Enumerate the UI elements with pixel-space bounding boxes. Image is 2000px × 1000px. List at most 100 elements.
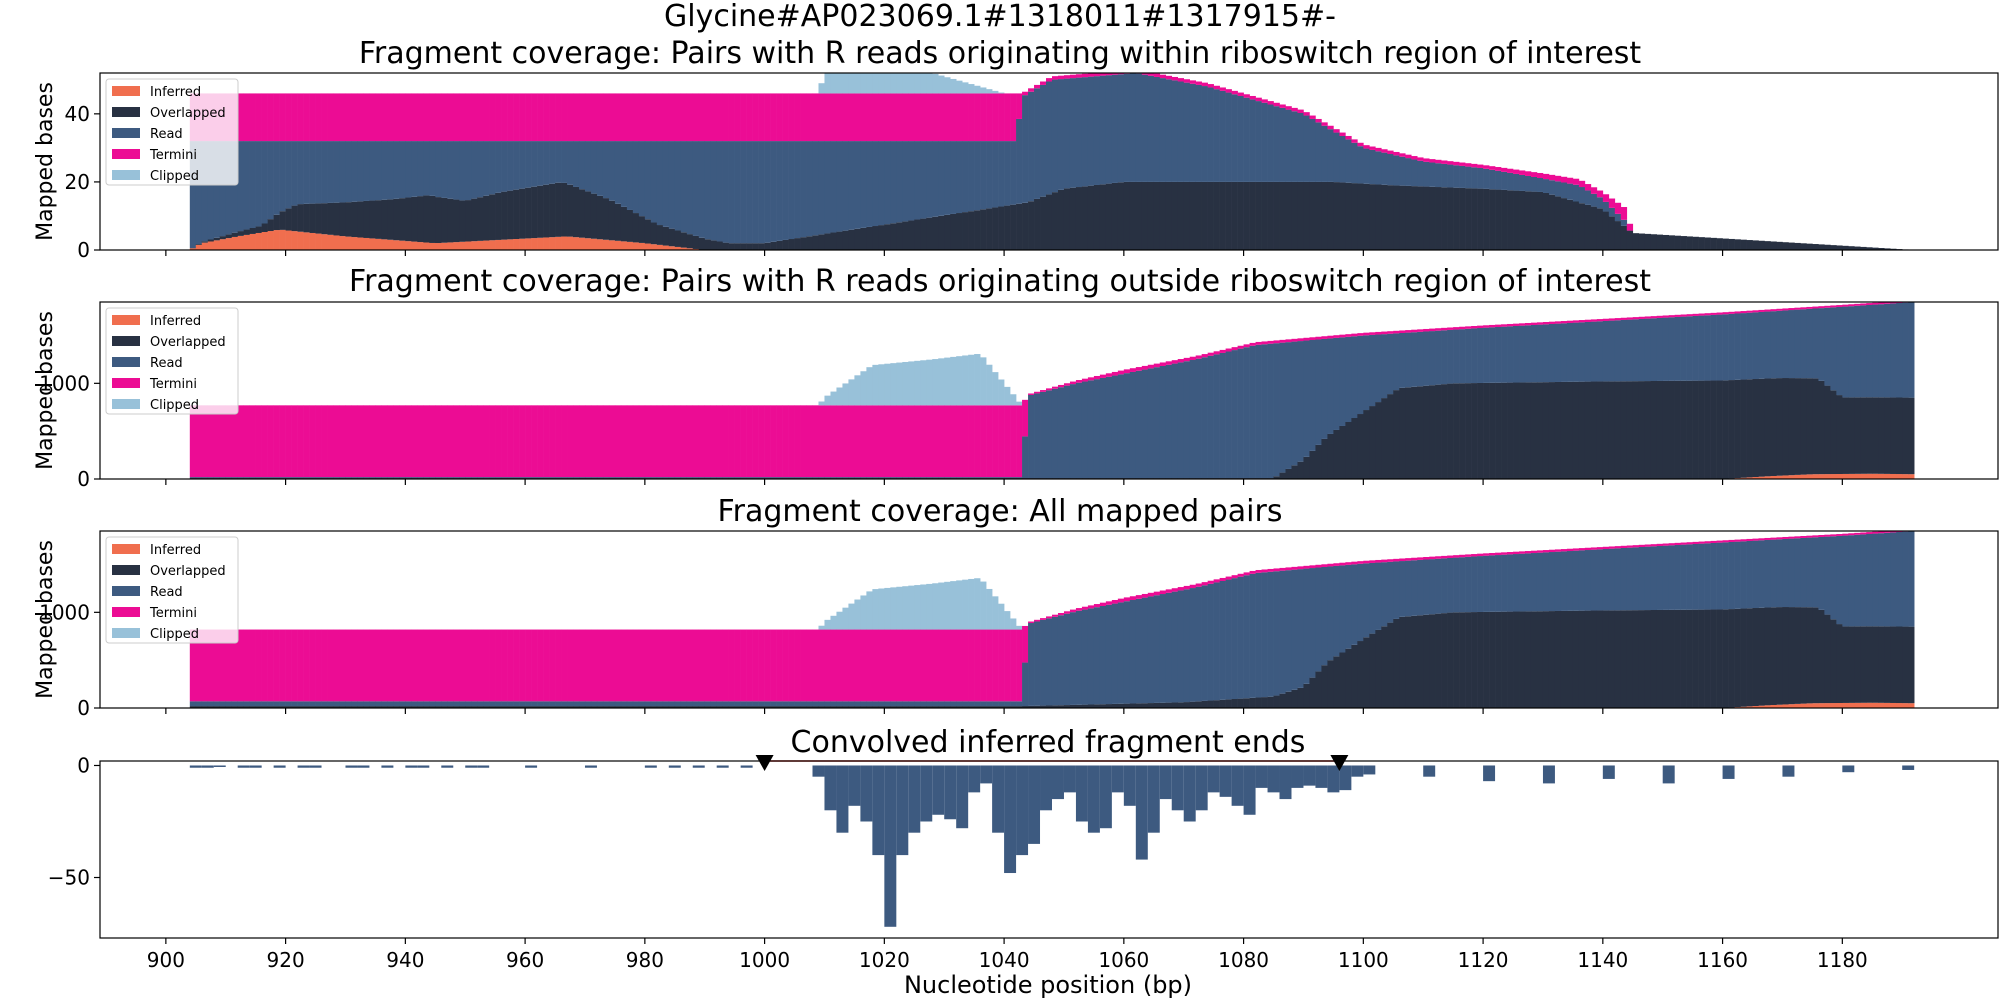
- overlapped-bar: [1854, 246, 1861, 250]
- overlapped-bar: [1297, 687, 1304, 708]
- termini-bar: [1782, 536, 1789, 539]
- clipped-bar: [848, 73, 855, 94]
- read-bar: [1519, 553, 1526, 612]
- termini-bar: [1770, 309, 1777, 312]
- read-bar: [555, 701, 562, 707]
- read-bar: [1860, 534, 1867, 627]
- read-bar: [1351, 142, 1358, 184]
- clipped-bar: [830, 73, 837, 94]
- overlapped-bar: [1034, 705, 1041, 708]
- inferred-bar: [1896, 703, 1903, 708]
- overlapped-bar: [249, 227, 256, 234]
- termini-bar: [734, 405, 741, 478]
- termini-bar: [201, 405, 209, 478]
- read-bar: [1560, 551, 1568, 611]
- termini-bar: [974, 93, 981, 142]
- read-bar: [1524, 325, 1532, 383]
- overlapped-bar: [339, 706, 346, 708]
- inferred-bar: [1818, 703, 1825, 708]
- termini-bar: [1590, 319, 1598, 322]
- overlapped-bar: [195, 244, 203, 245]
- axes-frame: [99, 530, 1999, 709]
- termini-bar: [339, 629, 346, 702]
- read-bar: [1028, 394, 1035, 479]
- read-bar: [201, 477, 209, 479]
- overlapped-bar: [716, 241, 723, 250]
- inferred-bar: [650, 244, 658, 250]
- termini-bar: [710, 93, 718, 142]
- overlapped-bar: [447, 706, 454, 708]
- overlapped-bar: [686, 706, 694, 708]
- inferred-bar: [453, 242, 460, 250]
- read-bar: [1800, 537, 1807, 608]
- termini-bar: [980, 405, 987, 478]
- termini-bar: [626, 405, 634, 478]
- termini-bar: [1399, 558, 1406, 562]
- inferred-bar: [584, 238, 592, 250]
- inferred-bar: [237, 235, 244, 250]
- termini-bar: [1692, 313, 1699, 316]
- overlapped-bar: [1447, 612, 1454, 708]
- termini-bar: [896, 629, 903, 702]
- overlapped-bar: [776, 706, 783, 708]
- overlapped-bar: [1866, 247, 1873, 250]
- conv-bar: [1123, 765, 1136, 806]
- overlapped-bar: [1596, 610, 1604, 708]
- overlapped-bar: [1632, 610, 1640, 708]
- read-bar: [1022, 95, 1029, 203]
- overlapped-bar: [1309, 677, 1316, 708]
- read-bar: [680, 701, 688, 707]
- termini-bar: [363, 93, 370, 142]
- overlapped-bar: [842, 230, 849, 250]
- termini-bar: [938, 405, 945, 478]
- overlapped-bar: [710, 240, 718, 250]
- read-bar: [1081, 609, 1089, 705]
- inferred-bar: [351, 237, 358, 250]
- read-bar: [1105, 75, 1113, 184]
- read-bar: [1279, 107, 1286, 182]
- read-bar: [537, 701, 544, 707]
- inferred-bar: [1764, 705, 1771, 708]
- read-bar: [620, 141, 628, 207]
- read-bar: [1680, 544, 1687, 610]
- overlapped-bar: [1722, 380, 1729, 479]
- termini-bar: [1489, 166, 1496, 170]
- termini-bar: [872, 629, 879, 702]
- termini-bar: [1728, 539, 1735, 542]
- read-bar: [321, 477, 328, 479]
- termini-bar: [824, 405, 831, 478]
- overlapped-bar: [1638, 381, 1646, 479]
- overlapped-bar: [1501, 189, 1508, 250]
- termini-bar: [1195, 355, 1202, 359]
- termini-bar: [1830, 305, 1837, 308]
- termini-bar: [614, 405, 622, 478]
- clipped-bar: [962, 579, 969, 630]
- read-bar: [1351, 336, 1358, 419]
- termini-bar: [1375, 331, 1382, 335]
- read-bar: [1453, 329, 1460, 384]
- termini-bar: [812, 405, 819, 478]
- termini-bar: [303, 405, 310, 478]
- overlapped-bar: [1213, 700, 1220, 708]
- read-bar: [1441, 163, 1448, 188]
- termini-bar: [782, 93, 789, 142]
- overlapped-bar: [1279, 472, 1286, 479]
- clipped-bar: [944, 77, 951, 94]
- read-bar: [471, 141, 478, 199]
- read-bar: [890, 701, 897, 707]
- panel-2-title: Fragment coverage: Pairs with R reads or…: [349, 264, 1651, 299]
- read-bar: [1093, 379, 1101, 479]
- read-bar: [357, 701, 364, 707]
- inferred-bar: [1794, 474, 1801, 479]
- read-bar: [1728, 313, 1735, 381]
- read-bar: [1237, 95, 1244, 182]
- legend-swatch-clipped: [112, 170, 140, 180]
- termini-bar: [1668, 315, 1675, 318]
- termini-bar: [1417, 157, 1424, 161]
- inferred-bar: [608, 240, 616, 250]
- termini-bar: [740, 629, 747, 702]
- termini-bar: [1028, 88, 1035, 92]
- termini-bar: [1357, 142, 1364, 147]
- overlapped-bar: [1716, 609, 1723, 708]
- read-bar: [291, 141, 298, 206]
